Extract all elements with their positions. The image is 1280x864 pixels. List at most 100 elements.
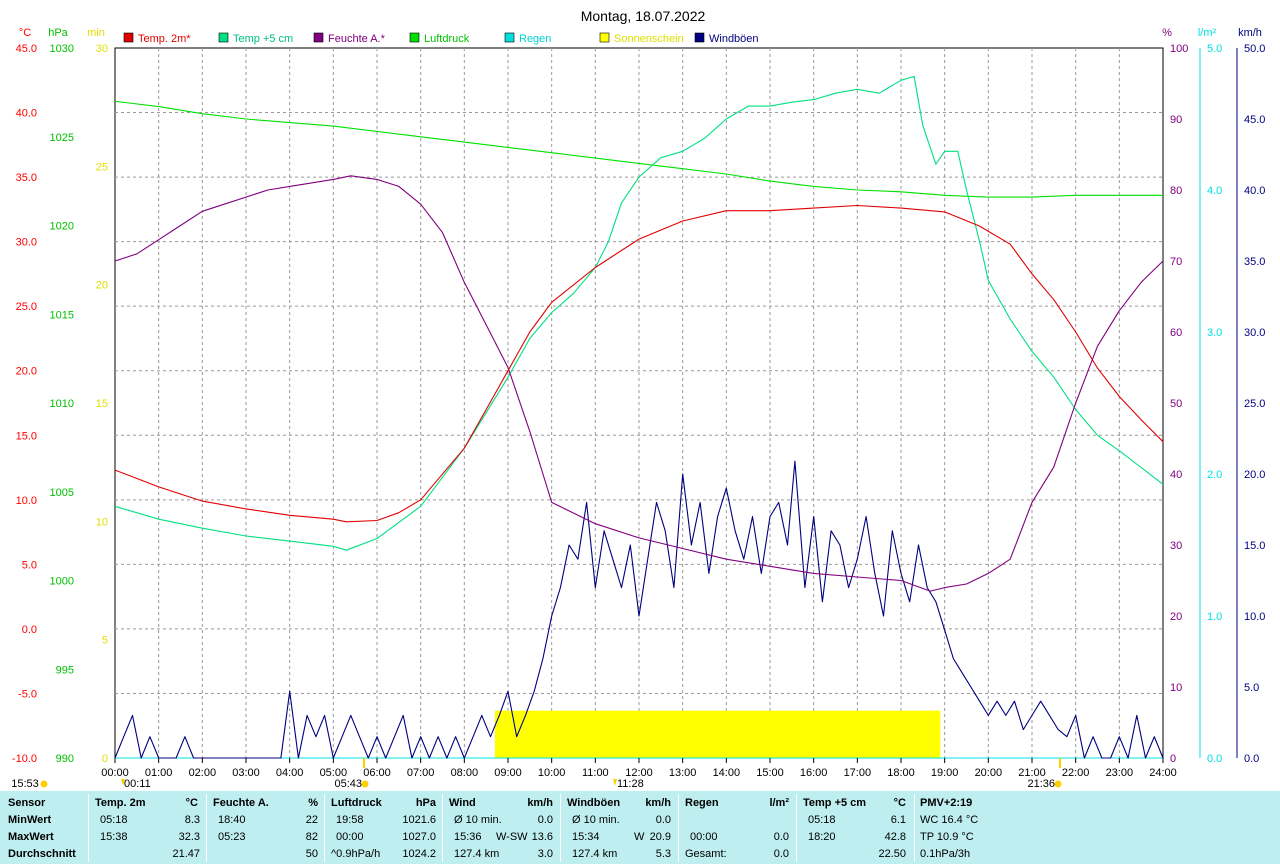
- x-tick-label: 17:00: [844, 767, 872, 779]
- humidity-max-val: 82: [305, 831, 318, 843]
- temp5-avg: 22.50: [878, 848, 906, 860]
- series-line-temp-2m: [114, 204, 1164, 523]
- x-tick-label: 15:00: [756, 767, 784, 779]
- pressure-trend: ^0.9hPa/h: [331, 848, 381, 860]
- axis-tick-sunshine: 5: [102, 635, 108, 647]
- axis-tick-wind: 35.0: [1244, 256, 1265, 268]
- humidity-unit: %: [308, 797, 318, 809]
- axis-tick-temp: 45.0: [16, 43, 37, 55]
- moon-marker-label: 00:11: [124, 778, 151, 790]
- sunrise-marker: [361, 780, 369, 788]
- x-tick-label: 09:00: [494, 767, 522, 779]
- statistics-footer: Sensor MinWert MaxWert Durchschnitt Temp…: [0, 791, 1280, 864]
- legend-swatch: [409, 32, 420, 43]
- footer-separator: [796, 794, 797, 862]
- axis-tick-temp: 15.0: [16, 430, 37, 442]
- x-tick-label: 18:00: [887, 767, 915, 779]
- x-tick-label: 03:00: [232, 767, 260, 779]
- axis-tick-pressure: 1025: [50, 132, 74, 144]
- temp2m-avg: 21.47: [172, 848, 200, 860]
- wind-max-val: 13.6: [531, 831, 553, 843]
- axis-tick-humidity: 80: [1170, 185, 1182, 197]
- temp2m-max-time: 15:38: [100, 831, 128, 843]
- axis-tick-humidity: 70: [1170, 256, 1182, 268]
- axis-tick-pressure: 995: [56, 664, 74, 676]
- rain-title: Regen: [685, 797, 719, 809]
- series-line-feuchte-a: [114, 175, 1164, 592]
- legend-label: Temp +5 cm: [233, 33, 293, 45]
- temp5-unit: °C: [893, 797, 906, 809]
- legend-swatch: [694, 32, 705, 43]
- axis-tick-pressure: 1030: [50, 43, 74, 55]
- pressure-unit: hPa: [415, 797, 436, 809]
- footer-separator: [678, 794, 679, 862]
- humidity-avg: 50: [305, 848, 318, 860]
- row-label-avg: Durchschnitt: [8, 848, 76, 860]
- legend-label: Feuchte A.*: [328, 33, 386, 45]
- legend-label: Temp. 2m*: [138, 33, 191, 45]
- axis-tick-pressure: 990: [56, 753, 74, 765]
- wind-title: Wind: [449, 797, 476, 809]
- x-tick-label: 00:00: [101, 767, 129, 779]
- axis-tick-temp: 40.0: [16, 108, 37, 120]
- sun-marker: [40, 780, 48, 788]
- footer-separator: [324, 794, 325, 862]
- axis-tick-wind: 25.0: [1244, 398, 1265, 410]
- rain-total: 0.0: [773, 848, 789, 860]
- pmv-tp: TP 10.9 °C: [920, 831, 974, 843]
- axis-tick-pressure: 1005: [50, 487, 74, 499]
- x-tick-label: 05:00: [320, 767, 348, 779]
- wind-avg10-val: 0.0: [537, 814, 553, 826]
- gusts-title: Windböen: [567, 797, 621, 809]
- footer-separator: [88, 794, 89, 862]
- x-tick-label: 20:00: [975, 767, 1003, 779]
- row-label-max: MaxWert: [8, 831, 54, 843]
- x-tick-label: 12:00: [625, 767, 653, 779]
- x-tick-label: 14:00: [713, 767, 741, 779]
- axis-tick-humidity: 10: [1170, 682, 1182, 694]
- x-tick-label: 21:00: [1018, 767, 1046, 779]
- x-tick-label: 02:00: [189, 767, 217, 779]
- axis-tick-rain: 0.0: [1207, 753, 1222, 765]
- axis-tick-pressure: 1020: [50, 221, 74, 233]
- footer-separator: [442, 794, 443, 862]
- pressure-avg: 1024.2: [402, 848, 436, 860]
- wind-max-dir: W-SW: [496, 831, 528, 843]
- legend-label: Regen: [519, 33, 551, 45]
- humidity-min-time: 18:40: [218, 814, 246, 826]
- axis-tick-humidity: 30: [1170, 540, 1182, 552]
- pmv-wc: WC 16.4 °C: [920, 814, 979, 826]
- sunrise-label: 05:43: [334, 778, 362, 790]
- x-tick-label: 13:00: [669, 767, 697, 779]
- wind-avg: 3.0: [537, 848, 553, 860]
- axis-tick-sunshine: 20: [96, 280, 108, 292]
- legend-swatch: [123, 32, 134, 43]
- axis-tick-pressure: 1010: [50, 398, 74, 410]
- axis-unit-temp: °C: [19, 27, 31, 39]
- axis-unit-rain: l/m²: [1198, 27, 1217, 39]
- axis-unit-pressure: hPa: [48, 27, 68, 39]
- axis-tick-humidity: 100: [1170, 43, 1188, 55]
- x-tick-label: 22:00: [1062, 767, 1090, 779]
- x-tick-label: 19:00: [931, 767, 959, 779]
- pressure-min-time: 19:58: [336, 814, 364, 826]
- axis-tick-temp: -5.0: [18, 688, 37, 700]
- moon-marker-icon: [121, 779, 125, 786]
- axis-tick-humidity: 20: [1170, 611, 1182, 623]
- axis-tick-sunshine: 25: [96, 161, 108, 173]
- wind-unit: km/h: [527, 797, 553, 809]
- legend-swatch: [504, 32, 515, 43]
- axis-tick-rain: 3.0: [1207, 327, 1222, 339]
- moon-marker-label: 11:28: [617, 778, 644, 790]
- row-label-sensor: Sensor: [8, 797, 46, 809]
- humidity-title: Feuchte A.: [213, 797, 269, 809]
- temp5-min-val: 6.1: [890, 814, 906, 826]
- temp5-max-val: 42.8: [884, 831, 906, 843]
- temp2m-unit: °C: [185, 797, 198, 809]
- axis-tick-pressure: 1000: [50, 576, 74, 588]
- pmv-trend: 0.1hPa/3h: [920, 848, 971, 860]
- legend-label: Windböen: [709, 33, 759, 45]
- axis-tick-humidity: 40: [1170, 469, 1182, 481]
- humidity-min-val: 22: [305, 814, 318, 826]
- axis-tick-temp: -10.0: [12, 753, 37, 765]
